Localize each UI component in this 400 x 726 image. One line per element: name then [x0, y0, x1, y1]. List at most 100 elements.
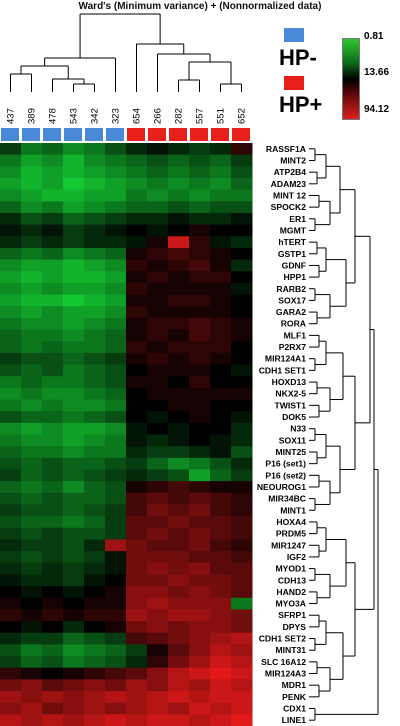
heatmap-cell: [189, 644, 211, 657]
heatmap-cell: [21, 527, 43, 540]
gene-label: NEOUROG1: [257, 482, 306, 492]
heatmap-cell: [42, 562, 64, 575]
heatmap-cell: [105, 329, 127, 342]
heatmap-cell: [189, 224, 211, 237]
heatmap-cell: [168, 212, 190, 226]
gene-label: DPYS: [283, 622, 307, 632]
heatmap-cell: [0, 201, 22, 214]
heatmap-cell: [189, 422, 211, 435]
heatmap-cell: [168, 457, 190, 470]
heatmap-cell: [168, 679, 190, 692]
heatmap-cell: [210, 271, 232, 284]
heatmap-cell: [105, 376, 127, 389]
heatmap-cell: [21, 282, 43, 296]
heatmap-cell: [210, 294, 232, 307]
heatmap-cell: [63, 621, 85, 634]
gene-label: CDH1 SET1: [259, 365, 306, 375]
heatmap-cell: [105, 189, 127, 202]
heatmap-cell: [210, 236, 232, 249]
sample-group-bar: [43, 128, 61, 141]
heatmap-cell: [189, 317, 211, 331]
heatmap-cell: [42, 224, 64, 237]
heatmap-cell: [105, 702, 127, 715]
heatmap-cell: [168, 387, 190, 401]
heatmap-cell: [84, 632, 106, 645]
heatmap-cell: [168, 247, 190, 261]
heatmap-cell: [126, 201, 148, 214]
sample-group-bar: [85, 128, 103, 141]
heatmap-cell: [63, 434, 85, 447]
column-dendrogram: [10, 13, 242, 92]
heatmap-cell: [42, 177, 64, 191]
row-dendrogram: [309, 148, 379, 721]
heatmap-cell: [189, 259, 211, 272]
heatmap-cell: [21, 574, 43, 587]
heatmap-cell: [147, 224, 169, 237]
heatmap-cell: [147, 352, 169, 366]
heatmap-cell: [168, 504, 190, 517]
gene-label: RORA: [281, 319, 306, 329]
gene-label: HOXD13: [272, 377, 307, 387]
heatmap-cell: [147, 632, 169, 645]
heatmap-cell: [231, 609, 253, 622]
heatmap-cell: [147, 364, 169, 377]
heatmap-cell: [0, 586, 22, 599]
heatmap-cell: [0, 422, 22, 435]
heatmap-cell: [231, 224, 253, 237]
heatmap-cell: [42, 621, 64, 634]
gene-label: RASSF1A: [266, 144, 306, 154]
heatmap-cell: [168, 632, 190, 645]
heatmap-cell: [189, 189, 211, 202]
heatmap-cell: [231, 586, 253, 599]
heatmap-cell: [168, 702, 190, 715]
heatmap-cell: [0, 469, 22, 482]
heatmap-cell: [147, 667, 169, 680]
heatmap-cell: [168, 411, 190, 424]
heatmap-cell: [126, 609, 148, 622]
heatmap-cell: [84, 143, 106, 156]
heatmap-cell: [126, 376, 148, 389]
gene-label: PRDM5: [276, 529, 306, 539]
heatmap-cell: [84, 621, 106, 634]
gene-label: MIR124A3: [265, 669, 306, 679]
heatmap-cell: [42, 364, 64, 377]
heatmap-cell: [126, 294, 148, 307]
heatmap-cell: [84, 259, 106, 272]
heatmap-cell: [168, 329, 190, 342]
heatmap-cell: [126, 667, 148, 680]
heatmap-cell: [210, 702, 232, 715]
heatmap-cell: [189, 329, 211, 342]
heatmap-cell: [84, 247, 106, 261]
heatmap-cell: [210, 154, 232, 167]
gene-label: N33: [290, 424, 306, 434]
heatmap-cell: [189, 387, 211, 401]
heatmap-cell: [42, 609, 64, 622]
heatmap-cell: [189, 154, 211, 167]
heatmap-cell: [231, 539, 253, 552]
heatmap-cell: [105, 399, 127, 412]
heatmap-cell: [21, 492, 43, 505]
heatmap-cell: [63, 551, 85, 564]
heatmap-cell: [126, 236, 148, 249]
heatmap-cell: [21, 224, 43, 237]
sample-label: 654: [132, 108, 143, 124]
heatmap-cell: [63, 411, 85, 424]
heatmap-cell: [147, 504, 169, 517]
heatmap-cell: [21, 644, 43, 657]
heatmap-cell: [42, 294, 64, 307]
heatmap-cell: [0, 691, 22, 704]
heatmap-cell: [168, 691, 190, 704]
gene-label: MLF1: [284, 330, 307, 340]
heatmap-cell: [21, 621, 43, 634]
heatmap-cell: [168, 621, 190, 634]
heatmap-cell: [168, 399, 190, 412]
heatmap-cell: [189, 656, 211, 669]
heatmap-cell: [126, 341, 148, 354]
heatmap-cell: [189, 446, 211, 459]
heatmap-cell: [168, 154, 190, 167]
heatmap-cell: [168, 422, 190, 435]
heatmap-cell: [21, 469, 43, 482]
sample-label: 389: [27, 108, 38, 124]
heatmap-cell: [84, 457, 106, 470]
gene-label: SPOCK2: [271, 202, 307, 212]
